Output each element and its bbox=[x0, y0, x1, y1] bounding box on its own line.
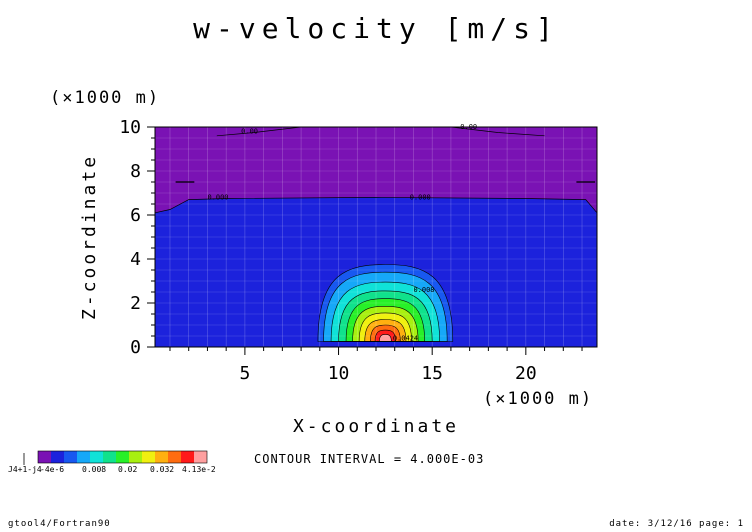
colorbar-label-0: -4e-6 bbox=[40, 465, 64, 474]
colorbar-swatch-6 bbox=[116, 451, 129, 463]
colorbar-swatch-8 bbox=[142, 451, 155, 463]
x-axis-unit: (×1000 m) bbox=[483, 389, 593, 409]
colorbar-swatch-7 bbox=[129, 451, 142, 463]
colorbar-swatch-2 bbox=[64, 451, 77, 463]
contour-line-7 bbox=[364, 319, 407, 342]
contour-label-0: 0.00 bbox=[241, 128, 258, 136]
y-tick-label-0: 0 bbox=[130, 337, 141, 358]
footer-left: gtool4/Fortran90 bbox=[8, 519, 111, 529]
colorbar-swatch-10 bbox=[168, 451, 181, 463]
colorbar-swatch-1 bbox=[51, 451, 64, 463]
region-upper-layer bbox=[155, 127, 597, 213]
contour-line-1 bbox=[323, 271, 448, 342]
contour-line-10 bbox=[379, 334, 392, 342]
contour-fills bbox=[155, 127, 597, 347]
contour-line-mid bbox=[154, 197, 598, 214]
contour-interval-text: CONTOUR INTERVAL = 4.000E-03 bbox=[254, 452, 484, 466]
y-tick-label-5: 10 bbox=[119, 117, 141, 138]
colorbar-swatch-0 bbox=[38, 451, 51, 463]
grid bbox=[155, 127, 597, 347]
x-tick-label-0: 5 bbox=[239, 363, 250, 384]
colorbar-label-4: 4.13e-2 bbox=[182, 465, 216, 474]
contour-line-2 bbox=[330, 281, 440, 342]
contour-line-4 bbox=[345, 298, 425, 342]
contour-label-4: 0.008 bbox=[413, 286, 434, 294]
y-tick-label-1: 2 bbox=[130, 293, 141, 314]
y-axis-unit: (×1000 m) bbox=[50, 88, 160, 108]
y-tick-label-2: 4 bbox=[130, 249, 141, 270]
contour-line-6 bbox=[358, 312, 412, 342]
x-tick-label-1: 10 bbox=[328, 363, 350, 384]
colorbar-swatch-9 bbox=[155, 451, 168, 463]
colorbar-swatch-5 bbox=[103, 451, 116, 463]
y-tick-label-3: 6 bbox=[130, 205, 141, 226]
contour-label-2: 0.000 bbox=[207, 194, 228, 202]
contour-line-3 bbox=[338, 290, 433, 342]
y-axis-ticks: 0 2 4 6 8 10 bbox=[119, 117, 155, 358]
contour-line-0 bbox=[317, 264, 454, 342]
colorbar-label-1: 0.008 bbox=[82, 465, 106, 474]
colorbar-frame bbox=[37, 450, 208, 464]
colorbar-swatch-3 bbox=[77, 451, 90, 463]
x-axis-ticks: 5 10 15 20 bbox=[169, 347, 583, 384]
colorbar-swatch-12 bbox=[194, 451, 207, 463]
colorbar-swatch-4 bbox=[90, 451, 103, 463]
contour-label-3: 0.000 bbox=[410, 194, 431, 202]
contour-label-5: 0.0424 bbox=[393, 334, 418, 342]
footer-right: date: 3/12/16 page: 1 bbox=[609, 519, 744, 529]
contour-line-5 bbox=[352, 305, 419, 342]
contour-line-9 bbox=[374, 329, 396, 342]
x-axis-label: X-coordinate bbox=[293, 416, 459, 437]
x-tick-label-3: 20 bbox=[515, 363, 537, 384]
y-axis-label: Z-coordinate bbox=[79, 154, 100, 320]
colorbar-left-label: J4+1-j4 bbox=[8, 465, 42, 474]
contour-fill-10 bbox=[379, 334, 392, 342]
colorbar-label-2: 0.02 bbox=[118, 465, 137, 474]
y-tick-label-4: 8 bbox=[130, 161, 141, 182]
colorbar: -4e-6 0.008 0.02 0.032 4.13e-2 bbox=[23, 450, 216, 474]
chart-title: w-velocity [m/s] bbox=[193, 12, 559, 45]
colorbar-swatch-11 bbox=[181, 451, 194, 463]
colorbar-label-3: 0.032 bbox=[150, 465, 174, 474]
contour-line-8 bbox=[370, 324, 401, 342]
x-tick-label-2: 15 bbox=[421, 363, 443, 384]
